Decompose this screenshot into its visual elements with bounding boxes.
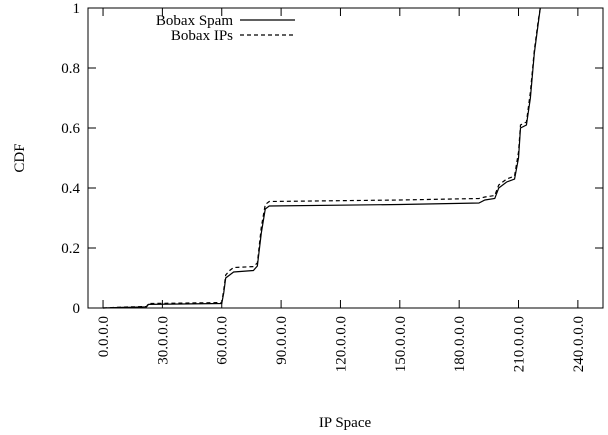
y-tick-label: 0.4 [61,181,80,197]
y-tick-label: 0.6 [61,121,80,137]
x-tick-label: 0.0.0.0 [96,316,112,357]
y-tick-label: 0 [73,301,81,317]
y-tick-label: 1 [73,1,81,17]
x-tick-label: 180.0.0.0 [452,316,468,372]
x-tick-label: 210.0.0.0 [512,316,528,372]
x-tick-label: 90.0.0.0 [274,316,290,365]
x-tick-label: 150.0.0.0 [393,316,409,372]
legend-label: Bobax IPs [171,28,233,44]
x-tick-label: 240.0.0.0 [571,316,587,372]
y-tick-label: 0.8 [61,61,80,77]
y-tick-label: 0.2 [61,241,80,257]
x-axis-label: IP Space [319,415,372,431]
data-line [103,7,541,309]
plot-frame [87,7,604,309]
y-axis-label: CDF [12,143,28,172]
data-line [103,7,541,309]
x-tick-label: 60.0.0.0 [215,316,231,365]
legend-label: Bobax Spam [156,13,233,29]
x-tick-label: 30.0.0.0 [155,316,171,365]
x-tick-label: 120.0.0.0 [333,316,349,372]
